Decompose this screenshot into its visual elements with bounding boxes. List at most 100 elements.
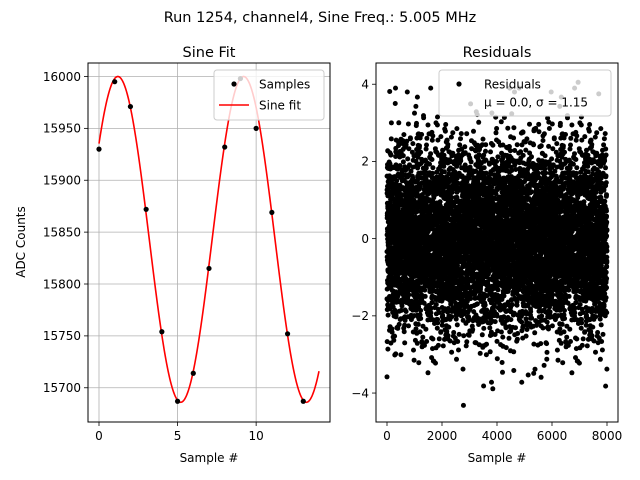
residual-point (403, 309, 409, 314)
residual-point (488, 149, 493, 155)
residual-point (387, 89, 393, 94)
residual-point (398, 307, 404, 313)
residual-point (417, 312, 423, 318)
residuals-layer (384, 79, 610, 408)
residual-point (444, 137, 450, 143)
residual-point (393, 351, 399, 357)
residual-point (429, 299, 435, 305)
residual-point (481, 165, 487, 171)
residual-point (421, 300, 427, 306)
residual-point (499, 360, 505, 365)
sine-fit-title: Sine Fit (183, 45, 236, 61)
residual-point (449, 349, 455, 355)
residual-point (420, 334, 426, 340)
residual-point (463, 343, 469, 349)
residual-point (466, 332, 472, 338)
residual-point (421, 115, 427, 121)
residual-point (425, 122, 431, 128)
residual-point (462, 144, 468, 150)
residual-point (435, 342, 441, 348)
residual-point (430, 317, 436, 323)
residual-point (396, 120, 402, 126)
residual-point (461, 333, 467, 339)
residual-point (400, 159, 406, 165)
residual-point (435, 114, 440, 120)
samples-legend-marker (231, 81, 237, 87)
sine-fit-xtick-label: 5 (174, 429, 182, 443)
sine-fit-xtick-label: 10 (249, 429, 264, 443)
residual-point (400, 138, 406, 144)
residual-point (457, 142, 463, 148)
residual-point (414, 295, 420, 301)
residual-point (467, 164, 473, 170)
residual-point (387, 161, 393, 167)
residual-point (439, 322, 445, 328)
residual-point (514, 336, 520, 342)
residual-point (493, 130, 499, 136)
residual-point (393, 312, 399, 318)
residual-point (402, 322, 408, 328)
residual-point (514, 299, 520, 305)
sample-point (269, 209, 275, 216)
residual-point (398, 352, 404, 358)
residual-point (503, 345, 509, 351)
residual-point (385, 312, 391, 318)
sine-fit-ylabel: ADC Counts (14, 206, 28, 278)
residual-point (385, 346, 391, 352)
residual-point (422, 293, 428, 299)
residual-point (410, 141, 416, 147)
residual-point (411, 347, 416, 353)
residual-point (417, 185, 423, 190)
residual-point (438, 134, 444, 140)
residual-point (430, 165, 436, 171)
sine-fit-ytick-label: 15950 (43, 122, 81, 136)
residual-point (418, 308, 424, 313)
residual-point (415, 321, 421, 327)
residual-point (482, 302, 488, 308)
residual-point (443, 122, 449, 127)
residual-point (411, 357, 417, 363)
residual-point (427, 161, 432, 167)
residual-point (406, 323, 411, 329)
residual-point (448, 194, 454, 200)
residual-point (455, 339, 461, 344)
residual-point (506, 335, 512, 341)
residual-point (450, 150, 456, 156)
residual-point (505, 125, 511, 131)
residual-point (406, 292, 412, 298)
residual-point (484, 341, 489, 347)
residual-point (434, 122, 440, 128)
residual-point (391, 337, 397, 343)
residual-point (471, 128, 476, 134)
residual-point (423, 146, 429, 152)
residual-point (477, 350, 483, 356)
residual-point (416, 360, 422, 366)
residual-point (423, 165, 429, 171)
residual-point (515, 331, 521, 336)
residual-point (413, 103, 419, 109)
residual-point (511, 135, 517, 141)
residual-point (404, 89, 410, 95)
residual-point (430, 133, 436, 139)
residual-point (438, 249, 444, 255)
residual-point (437, 199, 443, 205)
residual-point (483, 157, 489, 163)
residual-point (402, 340, 408, 346)
residual-point (441, 160, 447, 166)
residual-point (495, 287, 501, 293)
residual-point (446, 179, 452, 185)
residual-point (422, 287, 428, 293)
residual-point (414, 94, 420, 100)
residual-point (430, 336, 436, 342)
residual-point (397, 163, 403, 169)
residual-point (462, 162, 468, 168)
residual-point (494, 126, 500, 131)
residual-point (456, 331, 462, 337)
sine-fit-legend-label: Sine fit (259, 99, 301, 113)
residual-point (436, 336, 442, 342)
residual-point (388, 120, 394, 126)
sine-fit-xlabel: Sample # (180, 451, 239, 465)
residual-point (468, 292, 474, 298)
residual-point (404, 138, 410, 144)
residual-point (438, 329, 444, 335)
